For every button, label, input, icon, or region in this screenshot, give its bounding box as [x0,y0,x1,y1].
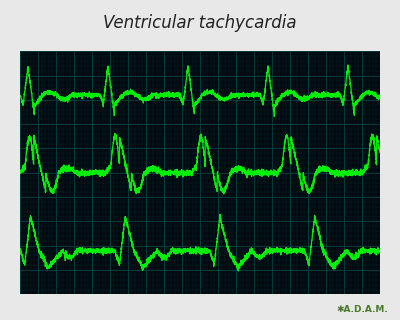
Text: Ventricular tachycardia: Ventricular tachycardia [103,14,297,32]
Text: ✱A.D.A.M.: ✱A.D.A.M. [336,305,388,314]
